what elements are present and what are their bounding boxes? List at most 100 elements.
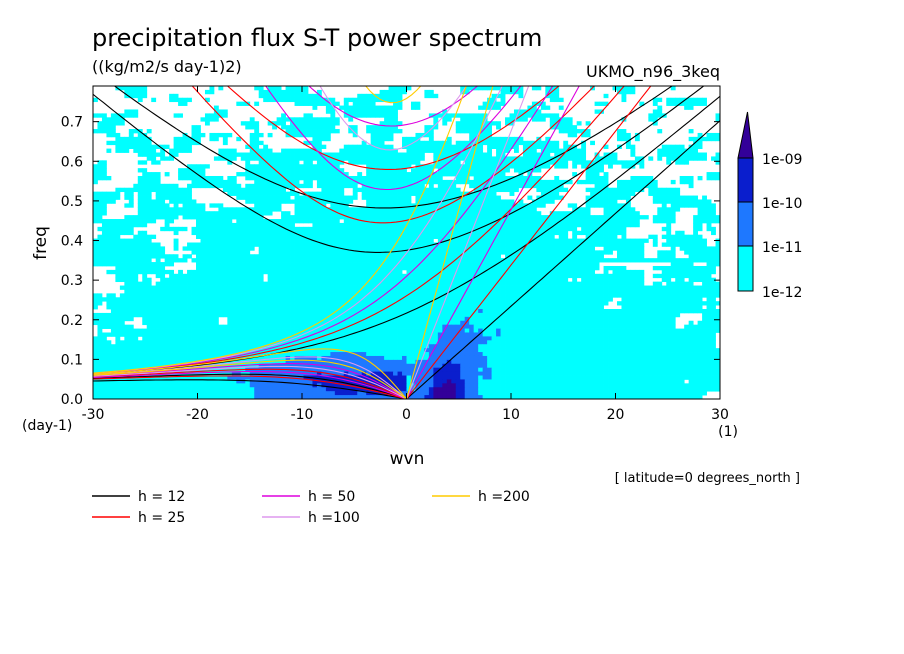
heatmap-cell	[361, 179, 367, 185]
heatmap-cell	[576, 238, 582, 243]
heatmap-cell	[209, 269, 215, 275]
heatmap-cell	[218, 234, 224, 239]
heatmap-cell	[531, 285, 537, 290]
heatmap-cell	[531, 105, 537, 110]
heatmap-cell	[424, 219, 430, 224]
heatmap-cell	[469, 140, 475, 146]
heatmap-cell	[446, 183, 452, 189]
heatmap-cell	[464, 199, 470, 204]
heatmap-cell	[370, 222, 376, 228]
heatmap-cell	[272, 250, 278, 255]
heatmap-cell	[281, 222, 286, 228]
heatmap-cell	[702, 265, 707, 271]
heatmap-cell	[648, 117, 654, 122]
heatmap-cell	[303, 219, 309, 224]
heatmap-cell	[160, 289, 166, 294]
heatmap-cell	[366, 93, 372, 99]
heatmap-cell	[455, 191, 461, 196]
heatmap-cell	[460, 179, 466, 185]
heatmap-cell	[146, 262, 152, 267]
heatmap-cell	[545, 105, 551, 110]
heatmap-cell	[402, 207, 407, 212]
heatmap-cell	[97, 254, 103, 259]
heatmap-cell	[137, 93, 143, 99]
heatmap-cell	[299, 125, 304, 130]
heatmap-cell	[200, 242, 206, 247]
heatmap-cell	[715, 113, 720, 118]
heatmap-cell	[258, 183, 264, 189]
heatmap-cell	[491, 97, 497, 103]
heatmap-cell	[254, 226, 260, 232]
heatmap-cell	[101, 175, 107, 181]
heatmap-cell	[402, 211, 407, 216]
heatmap-cell	[478, 148, 484, 153]
heatmap-cell	[590, 164, 595, 169]
heatmap-cell	[424, 230, 430, 236]
heatmap-cell	[518, 219, 524, 224]
heatmap-cell	[496, 125, 501, 130]
heatmap-cell	[437, 160, 443, 165]
heatmap-cell	[128, 289, 134, 294]
heatmap-cell	[348, 156, 354, 161]
heatmap-cell	[549, 246, 555, 251]
heatmap-cell	[299, 258, 304, 263]
heatmap-cell	[375, 93, 381, 99]
heatmap-cell	[384, 136, 389, 142]
heatmap-cell	[437, 222, 443, 228]
heatmap-cell	[294, 226, 300, 232]
heatmap-cell	[196, 246, 201, 251]
heatmap-cell	[366, 109, 372, 114]
heatmap-cell	[321, 273, 327, 279]
heatmap-cell	[263, 168, 269, 173]
heatmap-cell	[272, 289, 278, 294]
heatmap-cell	[384, 183, 389, 189]
heatmap-cell	[334, 277, 340, 283]
heatmap-cell	[688, 250, 694, 255]
heatmap-cell	[191, 258, 197, 263]
heatmap-cell	[585, 281, 591, 286]
heatmap-cell	[616, 258, 622, 263]
heatmap-cell	[446, 144, 452, 149]
heatmap-cell	[209, 113, 215, 118]
heatmap-cell	[446, 172, 452, 177]
heatmap-cell	[567, 132, 573, 138]
heatmap-cell	[227, 293, 233, 298]
heatmap-cell	[285, 172, 291, 177]
heatmap-cell	[540, 187, 546, 193]
heatmap-cell	[599, 242, 604, 247]
heatmap-cell	[406, 140, 412, 146]
heatmap-cell	[442, 117, 448, 122]
heatmap-cell	[218, 132, 224, 138]
heatmap-cell	[97, 258, 103, 263]
heatmap-cell	[272, 226, 278, 232]
heatmap-cell	[549, 230, 555, 236]
heatmap-cell	[590, 226, 595, 232]
heatmap-cell	[684, 195, 690, 200]
heatmap-cell	[379, 211, 385, 216]
heatmap-cell	[625, 207, 631, 212]
heatmap-cell	[496, 242, 501, 247]
heatmap-cell	[245, 277, 251, 283]
heatmap-cell	[325, 262, 331, 267]
heatmap-cell	[146, 277, 152, 283]
heatmap-cell	[419, 172, 425, 177]
heatmap-cell	[433, 246, 439, 251]
heatmap-cell	[478, 211, 484, 216]
heatmap-cell	[572, 219, 578, 224]
heatmap-cell	[666, 97, 672, 103]
heatmap-cell	[379, 238, 385, 243]
heatmap-cell	[397, 238, 403, 243]
heatmap-cell	[410, 234, 416, 239]
heatmap-cell	[182, 254, 188, 259]
heatmap-cell	[603, 269, 609, 275]
heatmap-cell	[616, 289, 622, 294]
heatmap-cell	[393, 262, 398, 267]
heatmap-cell	[348, 289, 354, 294]
heatmap-cell	[366, 281, 372, 286]
heatmap-cell	[267, 265, 273, 271]
heatmap-cell	[657, 199, 663, 204]
heatmap-cell	[487, 164, 492, 169]
heatmap-cell	[406, 273, 412, 279]
heatmap-cell	[119, 265, 125, 271]
heatmap-cell	[213, 183, 219, 189]
